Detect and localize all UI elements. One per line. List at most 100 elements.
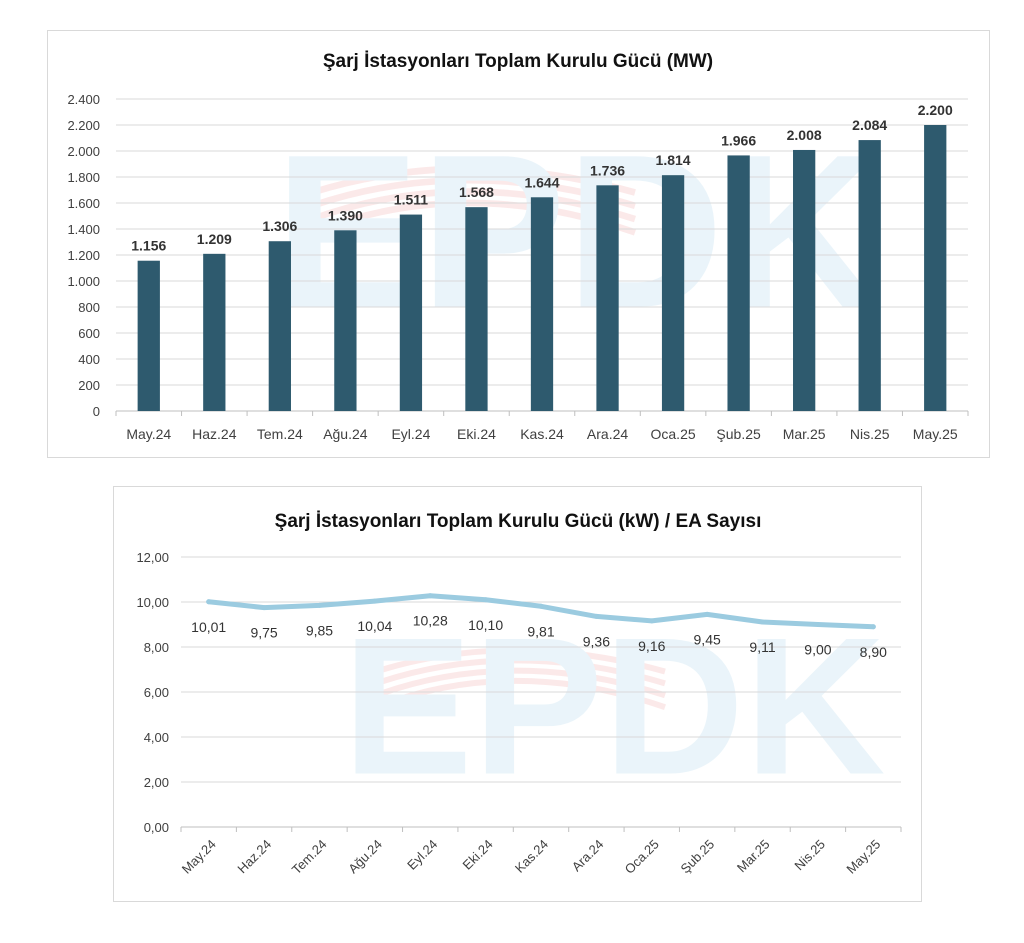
x-tick-label: Tem.24 bbox=[289, 837, 330, 878]
x-tick-label: Ağu.24 bbox=[345, 837, 385, 877]
data-label: 1.156 bbox=[131, 238, 166, 254]
x-tick-label: Nis.25 bbox=[850, 426, 890, 442]
data-label: 9,00 bbox=[804, 642, 831, 658]
y-tick-label: 1.200 bbox=[67, 248, 100, 263]
watermark-logo: EPDK bbox=[342, 598, 885, 816]
data-point bbox=[372, 598, 378, 604]
line-chart: EPDK Şarj İstasyonları Toplam Kurulu Güc… bbox=[136, 511, 902, 878]
data-label: 10,04 bbox=[357, 618, 392, 634]
data-label: 2.084 bbox=[852, 117, 887, 133]
y-tick-label: 1.000 bbox=[67, 274, 100, 289]
x-tick-label: Eyl.24 bbox=[404, 837, 440, 873]
y-tick-label: 200 bbox=[78, 378, 100, 393]
epdk-watermark: EPDK bbox=[274, 110, 881, 354]
bar bbox=[334, 230, 357, 411]
y-tick-label: 600 bbox=[78, 326, 100, 341]
data-label: 1.306 bbox=[262, 218, 297, 234]
x-tick-label: Şub.25 bbox=[716, 426, 761, 442]
y-tick-label: 800 bbox=[78, 300, 100, 315]
data-point bbox=[427, 593, 433, 599]
data-label: 1.814 bbox=[656, 152, 691, 168]
bar bbox=[399, 214, 423, 411]
bar bbox=[530, 197, 554, 411]
y-tick-label: 2.400 bbox=[67, 92, 100, 107]
y-tick-label: 6,00 bbox=[144, 685, 169, 700]
watermark-swoosh bbox=[375, 647, 666, 675]
data-label: 2.008 bbox=[787, 127, 822, 143]
chart-title: Şarj İstasyonları Toplam Kurulu Gücü (kW… bbox=[275, 511, 762, 532]
bar bbox=[858, 140, 881, 411]
x-tick-label: Mar.25 bbox=[734, 837, 773, 876]
x-tick-label: Eki.24 bbox=[457, 426, 496, 442]
data-label: 10,28 bbox=[413, 613, 448, 629]
bar bbox=[596, 185, 619, 411]
y-tick-label: 2.200 bbox=[67, 118, 100, 133]
data-label: 9,85 bbox=[306, 622, 333, 638]
bar bbox=[268, 241, 291, 411]
y-tick-label: 1.800 bbox=[67, 170, 100, 185]
watermark-text: EPDK bbox=[274, 110, 881, 354]
y-tick-label: 2.000 bbox=[67, 144, 100, 159]
line-chart-panel: EPDK Şarj İstasyonları Toplam Kurulu Güc… bbox=[113, 486, 922, 902]
data-label: 1.966 bbox=[721, 132, 756, 148]
data-point bbox=[483, 597, 489, 603]
data-point bbox=[538, 603, 544, 609]
x-tick-label: Nis.25 bbox=[791, 837, 828, 874]
data-label: 1.644 bbox=[524, 174, 559, 190]
x-tick-label: Eyl.24 bbox=[391, 426, 430, 442]
y-tick-label: 1.600 bbox=[67, 196, 100, 211]
data-label: 1.390 bbox=[328, 207, 363, 223]
data-label: 1.209 bbox=[197, 231, 232, 247]
bar-chart: EPDK Şarj İstasyonları Toplam Kurulu Güc… bbox=[67, 51, 969, 442]
x-tick-label: Şub.25 bbox=[678, 837, 718, 877]
data-label: 9,16 bbox=[638, 638, 665, 654]
data-label: 10,10 bbox=[468, 617, 503, 633]
data-label: 9,45 bbox=[694, 631, 721, 647]
bar-chart-panel: EPDK Şarj İstasyonları Toplam Kurulu Güc… bbox=[47, 30, 990, 458]
data-label: 9,75 bbox=[250, 625, 277, 641]
y-tick-label: 8,00 bbox=[144, 640, 169, 655]
data-point bbox=[704, 611, 710, 617]
data-point bbox=[870, 624, 876, 630]
x-tick-label: Ara.24 bbox=[569, 837, 607, 875]
x-tick-label: Oca.25 bbox=[651, 426, 696, 442]
data-point bbox=[206, 599, 212, 605]
x-tick-label: May.24 bbox=[179, 837, 219, 877]
x-tick-label: May.24 bbox=[126, 426, 171, 442]
x-tick-label: May.25 bbox=[843, 837, 883, 877]
x-tick-label: May.25 bbox=[913, 426, 958, 442]
watermark-swoosh bbox=[310, 188, 637, 223]
y-tick-label: 10,00 bbox=[136, 595, 169, 610]
y-tick-label: 0 bbox=[93, 404, 100, 419]
data-label: 1.736 bbox=[590, 162, 625, 178]
x-tick-label: Ağu.24 bbox=[323, 426, 368, 442]
y-tick-label: 4,00 bbox=[144, 730, 169, 745]
x-tick-label: Tem.24 bbox=[257, 426, 303, 442]
y-tick-label: 2,00 bbox=[144, 775, 169, 790]
watermark-swoosh bbox=[310, 176, 636, 209]
bar bbox=[727, 155, 750, 411]
bar bbox=[793, 149, 816, 411]
data-point bbox=[760, 619, 766, 625]
data-point bbox=[815, 622, 821, 627]
watermark-swoosh bbox=[311, 165, 636, 196]
data-point bbox=[649, 618, 655, 624]
data-point bbox=[316, 602, 322, 608]
data-label: 1.568 bbox=[459, 184, 494, 200]
watermark-logo: EPDK bbox=[274, 110, 881, 354]
y-tick-label: 12,00 bbox=[136, 550, 169, 565]
x-tick-label: Kas.24 bbox=[520, 426, 564, 442]
bar bbox=[137, 260, 160, 411]
bar bbox=[465, 207, 488, 411]
data-point bbox=[593, 613, 599, 619]
y-tick-label: 1.400 bbox=[67, 222, 100, 237]
data-label: 10,01 bbox=[191, 619, 226, 635]
x-tick-label: Oca.25 bbox=[622, 837, 662, 877]
data-label: 1.511 bbox=[394, 192, 428, 208]
bar bbox=[203, 253, 226, 411]
x-tick-label: Mar.25 bbox=[783, 426, 826, 442]
data-label: 9,81 bbox=[527, 623, 554, 639]
bar bbox=[661, 175, 685, 411]
bar-chart-plot: 0 200 400 600 800 1.000 1.200 1.400 1.600 1.800 2.… bbox=[67, 92, 969, 442]
watermark-swoosh bbox=[374, 667, 666, 699]
